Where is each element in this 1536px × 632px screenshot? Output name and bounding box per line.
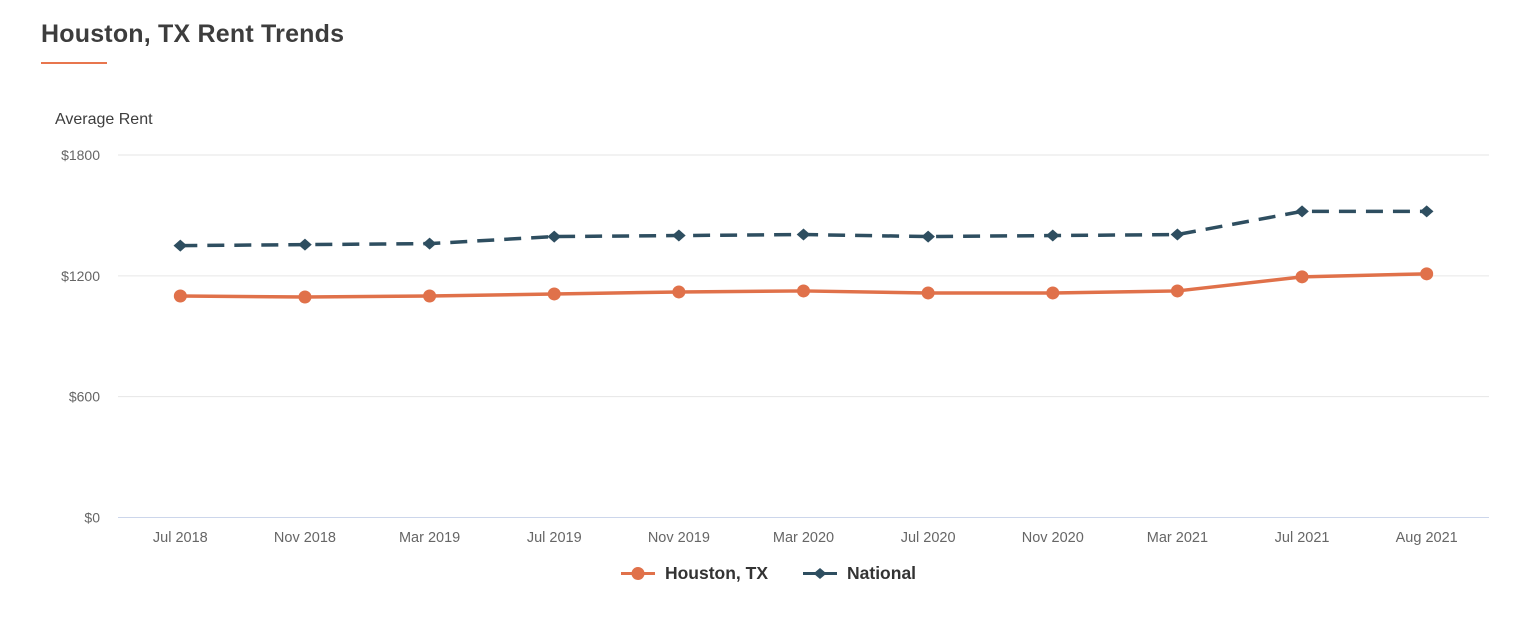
x-axis-tick-label: Jul 2020 — [901, 530, 956, 546]
y-axis-tick-label: $600 — [69, 389, 100, 405]
x-axis-tick-label: Nov 2020 — [1022, 530, 1084, 546]
data-point-national[interactable] — [1419, 205, 1434, 218]
x-axis-tick-label: Mar 2019 — [399, 530, 460, 546]
legend-item-national[interactable]: National — [802, 563, 916, 584]
data-point-houston-tx[interactable] — [298, 290, 312, 304]
data-point-houston-tx[interactable] — [1170, 284, 1184, 298]
chart-plot-area: $0 $600 $1200 $1800 Jul 2018 Nov 2018 Mar 2019… — [61, 147, 1489, 546]
legend-label-national: National — [847, 563, 917, 583]
data-point-houston-tx[interactable] — [547, 287, 561, 301]
x-axis-tick-label: Nov 2019 — [648, 530, 710, 546]
data-point-national[interactable] — [422, 237, 437, 250]
x-axis-tick-label: Nov 2018 — [274, 530, 336, 546]
x-axis-tick-label: Jul 2021 — [1275, 530, 1330, 546]
data-point-national[interactable] — [298, 238, 312, 251]
data-point-houston-tx[interactable] — [672, 285, 686, 299]
y-axis-tick-label: $0 — [84, 510, 100, 526]
data-point-national[interactable] — [1295, 205, 1309, 218]
y-axis-tick-label: $1200 — [61, 268, 100, 284]
data-point-houston-tx[interactable] — [1046, 286, 1060, 300]
data-point-houston-tx[interactable] — [1295, 270, 1309, 284]
page-title: Houston, TX Rent Trends — [41, 20, 345, 48]
data-point-national[interactable] — [672, 229, 686, 242]
chart-legend: Houston, TX National — [0, 563, 1536, 584]
data-point-houston-tx[interactable] — [921, 286, 935, 300]
national-line-marker-icon — [803, 568, 837, 579]
data-point-national[interactable] — [1170, 228, 1185, 241]
data-point-national[interactable] — [796, 228, 811, 241]
x-axis-tick-label: Jul 2019 — [527, 530, 582, 546]
data-point-national[interactable] — [1045, 229, 1060, 242]
x-axis-tick-label: Jul 2018 — [153, 530, 208, 546]
data-point-houston-tx[interactable] — [1420, 267, 1434, 281]
data-point-houston-tx[interactable] — [173, 289, 187, 303]
houston-line-marker-icon — [620, 567, 655, 580]
legend-label-houston: Houston, TX — [664, 563, 768, 583]
data-point-houston-tx[interactable] — [423, 289, 437, 303]
x-axis-tick-label: Mar 2020 — [773, 530, 834, 546]
y-axis-tick-label: $1800 — [61, 147, 100, 163]
legend-item-houston[interactable]: Houston, TX — [620, 563, 768, 584]
data-point-houston-tx[interactable] — [797, 284, 810, 298]
x-axis-tick-label: Mar 2021 — [1147, 530, 1208, 546]
data-point-national[interactable] — [173, 239, 188, 252]
data-point-national[interactable] — [547, 230, 562, 243]
data-point-national[interactable] — [921, 230, 935, 243]
title-accent-underline — [41, 62, 107, 64]
x-axis-tick-label: Aug 2021 — [1396, 530, 1458, 546]
y-axis-title: Average Rent — [55, 111, 153, 128]
